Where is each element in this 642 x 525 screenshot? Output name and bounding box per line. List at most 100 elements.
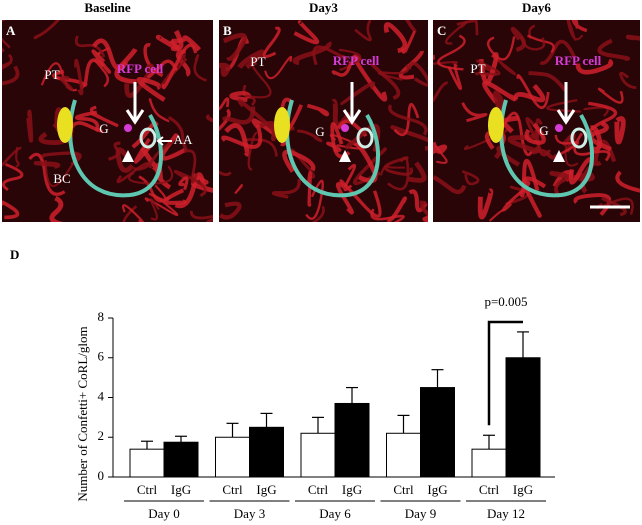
tissue-texture [93,59,110,88]
image-label: BC [53,171,70,186]
y-tick-label: 8 [98,309,105,324]
tissue-texture [247,131,258,171]
tissue-texture [74,35,106,58]
tissue-texture [407,161,427,183]
tissue-texture [193,54,207,82]
tissue-texture [535,118,552,157]
significance-bracket [487,320,523,426]
x-tick-label: Day 3 [234,506,265,521]
series-label: IgG [342,482,362,497]
tissue-texture [149,198,160,221]
tissue-texture [527,34,555,54]
tissue-texture [144,193,179,217]
tissue-texture [83,58,105,87]
tissue-texture [136,77,166,102]
bar [505,357,541,478]
tissue-texture [456,20,479,36]
image-label: PT [470,61,485,76]
tissue-texture [571,20,588,33]
tissue-texture [434,145,448,164]
panel-letter: A [6,23,16,38]
tissue-texture [583,106,609,117]
tissue-texture [343,163,357,192]
tissue-texture [122,205,138,222]
tissue-texture [92,38,129,71]
tissue-texture [387,156,410,191]
tissue-texture [405,20,417,33]
image-label: PT [250,54,265,69]
tissue-texture [433,60,458,66]
tissue-texture [433,81,449,103]
tissue-texture [75,110,100,133]
tissue-texture [390,125,428,151]
tissue-texture [619,71,637,90]
arteriole [356,127,374,149]
tissue-texture [345,123,381,153]
panel-letter: B [223,23,232,38]
tissue-texture [463,129,508,151]
x-tick-label: Day 6 [319,506,351,521]
series-label: Ctrl [308,482,329,497]
bar [249,426,284,478]
tissue-texture [222,32,248,61]
tissue-texture [335,182,354,215]
tissue-texture [369,61,401,100]
tissue-texture [388,104,428,136]
tissue-texture [575,58,614,75]
panel-title: Day3 [309,0,338,15]
tissue-texture [625,34,640,41]
tissue-texture [488,203,513,222]
tissue-texture [33,20,61,40]
tissue-texture [531,148,559,160]
tissue-texture [461,102,488,123]
bar [129,448,165,478]
tissue-texture [2,37,11,49]
arrowhead [122,150,134,162]
tissue-texture [161,43,198,90]
tissue-texture [70,121,104,133]
micrograph [2,20,213,222]
tissue-texture [502,111,534,157]
tissue-texture [383,156,413,176]
micrograph [219,20,428,222]
tissue-texture [510,26,526,52]
tissue-texture [234,184,243,195]
tissue-texture [477,188,494,220]
tissue-texture [386,196,408,222]
tubule-yellow [488,107,504,143]
series-label: IgG [171,482,191,497]
tissue-texture [74,58,84,96]
series-label: Ctrl [393,482,414,497]
tissue-texture [155,29,184,51]
tissue-texture [167,115,188,152]
image-label: RFP cell [117,61,164,76]
tissue-texture [524,122,546,145]
tissue-texture [224,123,250,157]
tissue-texture [494,145,521,167]
tissue-texture [492,55,517,76]
tissue-texture [237,49,265,70]
tissue-texture [293,20,319,45]
tissue-texture [44,153,79,188]
tissue-texture [433,175,467,195]
image-label: PT [44,67,59,82]
y-tick-label: 6 [98,349,105,364]
tissue-texture [614,116,626,145]
tissue-texture [419,200,428,218]
tissue-texture [2,53,13,70]
capsule-outline [499,99,594,198]
image-label: G [315,124,324,139]
bar [300,432,336,478]
tissue-texture [401,30,416,54]
tissue-texture [219,62,231,77]
tissue-texture [41,151,82,166]
x-tick-label: Day 12 [487,506,525,521]
tissue-texture [28,152,66,196]
tissue-texture [354,20,372,42]
tissue-texture [447,63,463,91]
arrowhead [553,150,565,162]
tissue-texture [183,149,198,184]
tissue-texture [522,176,547,218]
tissue-texture [2,200,20,220]
tissue-texture [528,71,567,92]
